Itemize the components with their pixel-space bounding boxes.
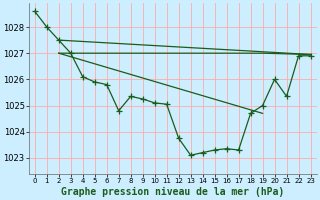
- X-axis label: Graphe pression niveau de la mer (hPa): Graphe pression niveau de la mer (hPa): [61, 186, 284, 197]
